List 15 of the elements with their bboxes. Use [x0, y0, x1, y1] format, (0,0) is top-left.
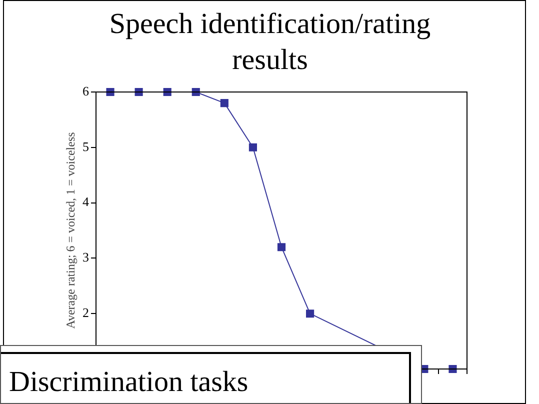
point [306, 310, 314, 318]
point [220, 99, 228, 108]
y-tick-label: 6 [82, 83, 90, 98]
chart-title: Speech identification/rating results [108, 7, 432, 78]
point [106, 88, 114, 96]
y-tick-label: 3 [82, 250, 89, 265]
point [448, 364, 457, 374]
point [248, 143, 257, 152]
point [277, 243, 286, 252]
y-tick-label: 2 [82, 305, 89, 320]
y-tick-label: 5 [82, 138, 89, 154]
y-tick-label: 4 [82, 194, 90, 210]
text-panel: Discrimination tasks [0, 345, 422, 404]
y-axis-title: Average rating; 6 = voiced, 1 = voiceless [63, 132, 78, 329]
annotation: Discrimination tasks [9, 366, 248, 399]
